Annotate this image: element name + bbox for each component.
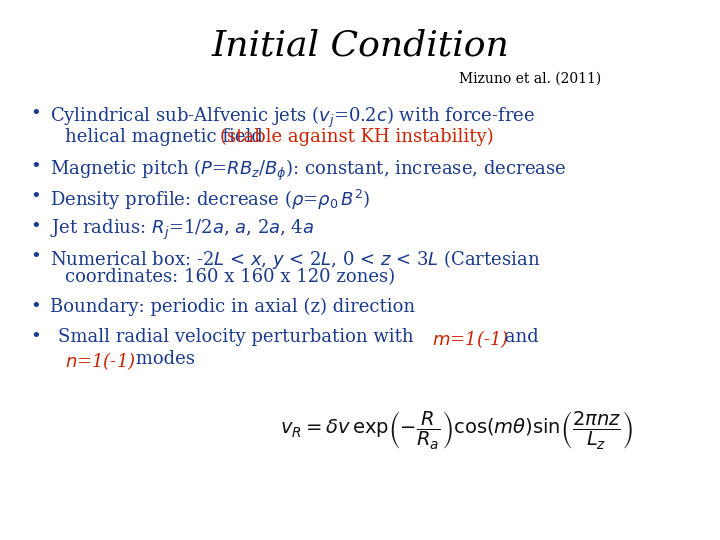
Text: $v_R = \delta v \, \exp\!\left(-\dfrac{R}{R_a}\right) \cos(m\theta) \sin\!\left(: $v_R = \delta v \, \exp\!\left(-\dfrac{R… [280,409,633,451]
Text: Magnetic pitch ($P$=$RB_z$/$B_\phi$): constant, increase, decrease: Magnetic pitch ($P$=$RB_z$/$B_\phi$): co… [50,158,567,183]
Text: modes: modes [130,350,195,368]
Text: Mizuno et al. (2011): Mizuno et al. (2011) [459,72,601,86]
Text: helical magnetic field: helical magnetic field [65,128,274,146]
Text: •: • [30,105,41,123]
Text: (stable against KH instability): (stable against KH instability) [220,128,494,146]
Text: •: • [30,248,41,266]
Text: •: • [30,158,41,176]
Text: coordinates: 160 x 160 x 120 zones): coordinates: 160 x 160 x 120 zones) [65,268,395,286]
Text: Cylindrical sub-Alfvenic jets ($v_j$=0.2$c$) with force-free: Cylindrical sub-Alfvenic jets ($v_j$=0.2… [50,105,535,130]
Text: Density profile: decrease ($\rho$=$\rho_0\, B^2$): Density profile: decrease ($\rho$=$\rho_… [50,188,370,212]
Text: •: • [30,218,41,236]
Text: •: • [30,188,41,206]
Text: •: • [30,328,41,346]
Text: Initial Condition: Initial Condition [211,28,509,62]
Text: Small radial velocity perturbation with: Small radial velocity perturbation with [58,328,419,346]
Text: Numerical box: -2$L$ < $x$, $y$ < 2$L$, 0 < $z$ < 3$L$ (Cartesian: Numerical box: -2$L$ < $x$, $y$ < 2$L$, … [50,248,541,271]
Text: $n$=1(-1): $n$=1(-1) [65,350,135,372]
Text: •: • [30,298,41,316]
Text: $m$=1(-1): $m$=1(-1) [432,328,509,350]
Text: Jet radius: $R_j$=1/2$a$, $a$, 2$a$, 4$a$: Jet radius: $R_j$=1/2$a$, $a$, 2$a$, 4$a… [50,218,315,242]
Text: and: and [499,328,539,346]
Text: Boundary: periodic in axial (z) direction: Boundary: periodic in axial (z) directio… [50,298,415,316]
